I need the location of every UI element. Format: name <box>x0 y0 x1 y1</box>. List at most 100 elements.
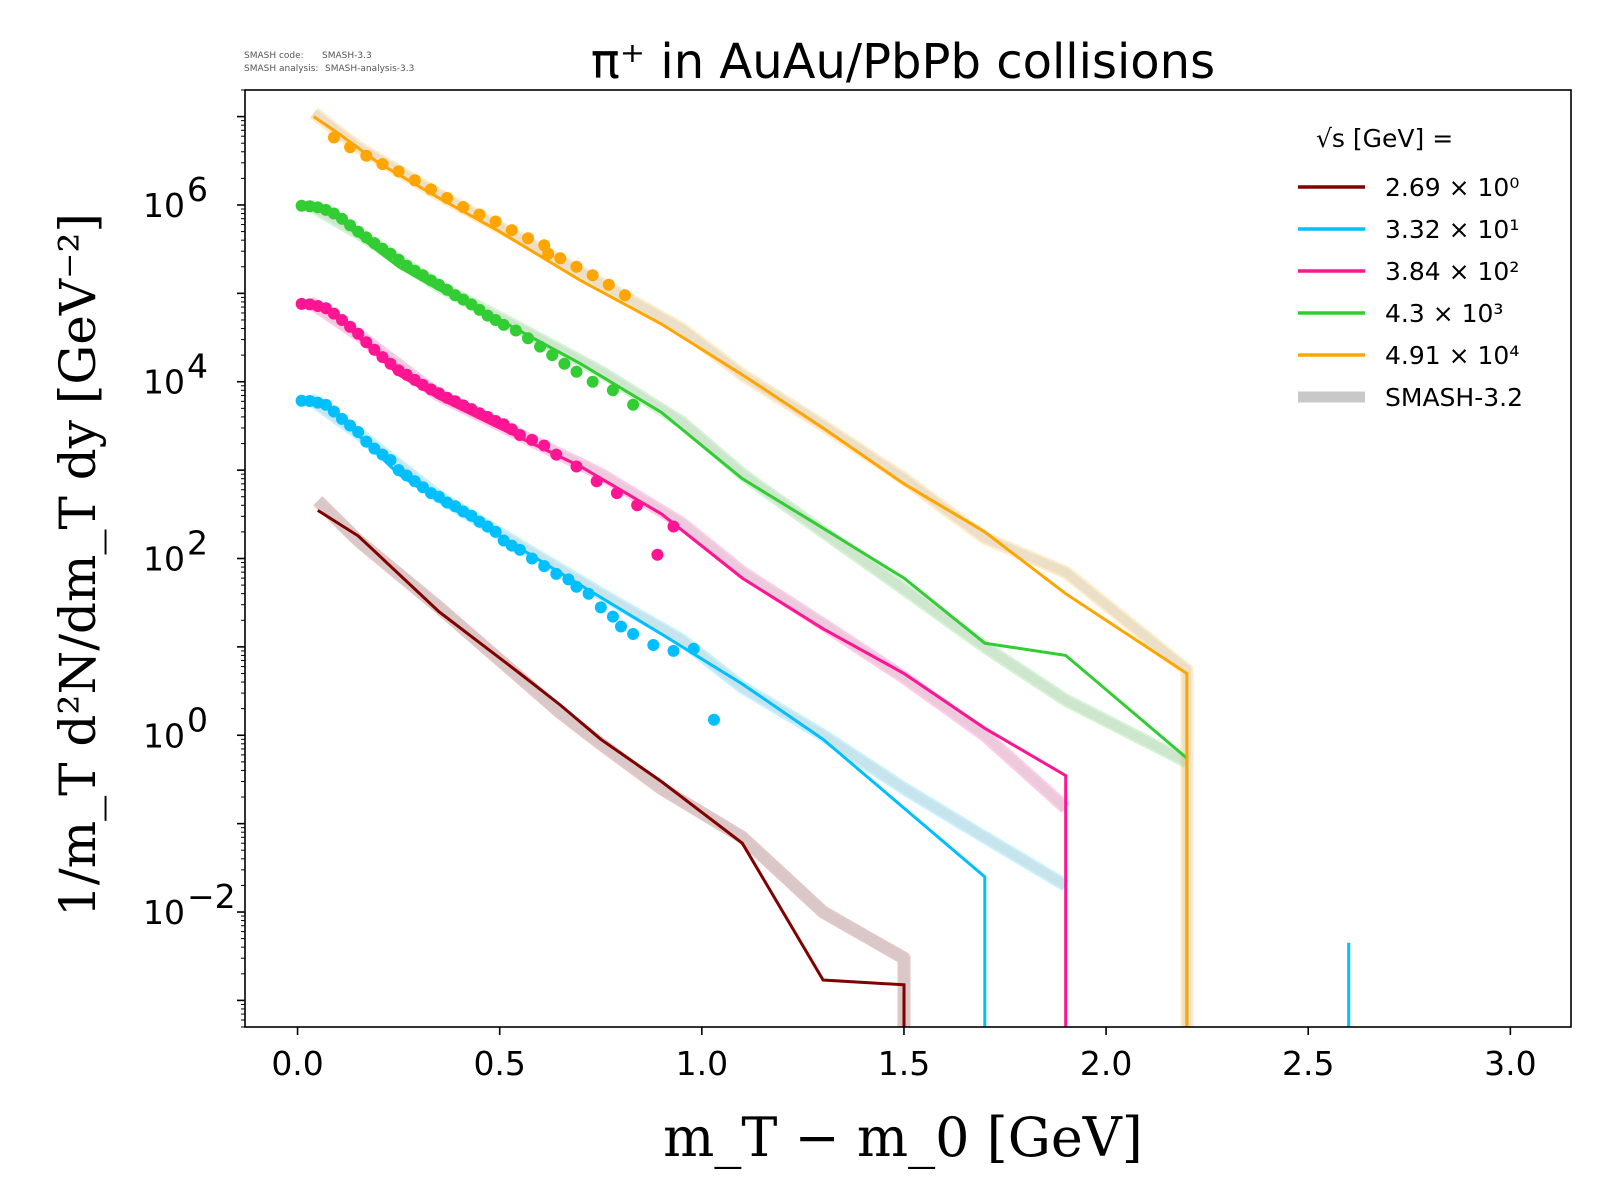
plot-area <box>244 89 1572 1028</box>
legend-label-1: 3.32 × 10¹ <box>1385 215 1519 244</box>
data-point-4-11 <box>505 224 518 237</box>
y-tick-exponent-4: 6 <box>187 170 208 209</box>
data-point-4-14 <box>542 247 555 260</box>
legend-label-2: 3.84 × 10² <box>1385 257 1519 286</box>
data-point-1-7 <box>352 426 365 438</box>
data-point-1-5 <box>336 412 348 425</box>
data-point-2-31 <box>570 460 583 473</box>
data-point-2-10 <box>376 351 389 364</box>
data-point-4-2 <box>360 149 373 162</box>
data-point-1-27 <box>513 543 526 556</box>
data-point-4-15 <box>554 252 567 265</box>
y-tick-label-4: 10 <box>143 186 185 225</box>
y-tick-exponent-1: 0 <box>187 700 208 739</box>
data-point-4-6 <box>425 183 437 196</box>
data-point-3-34 <box>627 398 640 411</box>
x-axis-label: m_T − m_0 [GeV] <box>663 1106 1143 1169</box>
plot-frame <box>244 89 1572 1028</box>
data-point-4-1 <box>344 141 357 154</box>
legend-title: √s [GeV] = <box>1316 124 1453 153</box>
data-point-3-26 <box>509 324 522 337</box>
legend: √s [GeV] = 2.69 × 10⁰ 3.32 × 10¹ 3.84 × 10²… <box>1298 124 1523 412</box>
data-point-1-41 <box>708 713 720 726</box>
data-point-2-9 <box>368 343 381 356</box>
data-point-1-40 <box>687 642 700 655</box>
data-point-3-27 <box>522 332 534 345</box>
data-point-2-34 <box>631 499 644 512</box>
series-line-0 <box>316 509 906 1027</box>
y-tick-exponent-2: 2 <box>187 524 208 563</box>
x-tick-label-3: 1.5 <box>878 1044 930 1083</box>
reference-line-0 <box>314 497 909 1027</box>
reference-line-4 <box>310 109 1192 1027</box>
data-point-1-29 <box>538 560 551 573</box>
data-point-1-34 <box>594 601 607 614</box>
y-tick-label-3: 10 <box>143 363 185 402</box>
meta-code-label: SMASH code: <box>244 51 304 61</box>
data-point-2-36 <box>667 520 680 533</box>
x-tick-label-1: 0.5 <box>473 1044 525 1083</box>
data-point-1-38 <box>647 639 660 651</box>
data-point-4-17 <box>586 269 599 282</box>
data-point-3-28 <box>534 340 547 353</box>
data-point-2-5 <box>336 314 348 326</box>
data-point-4-5 <box>408 174 421 187</box>
data-point-2-35 <box>651 548 664 561</box>
y-tick-exponent-0: −2 <box>187 877 236 916</box>
data-point-2-30 <box>550 448 563 461</box>
data-point-3-33 <box>606 384 619 397</box>
data-point-1-24 <box>489 525 502 538</box>
x-axis: 0.0 0.5 1.0 1.5 2.0 2.5 3.0 <box>271 1027 1537 1083</box>
data-point-3-29 <box>546 349 559 362</box>
x-tick-label-2: 1.0 <box>676 1044 728 1083</box>
legend-label-reference: SMASH-3.2 <box>1385 383 1523 412</box>
data-point-4-12 <box>522 232 534 245</box>
x-tick-label-5: 2.5 <box>1282 1044 1334 1083</box>
meta-code-value: SMASH-3.3 <box>322 51 372 61</box>
data-point-3-25 <box>497 318 510 331</box>
data-point-2-32 <box>590 475 603 488</box>
data-point-1-37 <box>627 628 640 640</box>
data-point-1-39 <box>667 644 680 657</box>
data-point-1-3 <box>319 398 332 411</box>
y-axis-label: 1/m_T d²N/dm_T dy [GeV⁻²] <box>49 213 107 917</box>
data-point-2-27 <box>513 429 526 441</box>
data-point-4-16 <box>570 260 583 273</box>
data-point-4-0 <box>327 131 340 144</box>
data-point-1-28 <box>526 552 538 565</box>
data-point-4-19 <box>619 289 631 302</box>
data-point-1-32 <box>570 580 583 593</box>
data-point-4-3 <box>376 158 389 171</box>
legend-label-4: 4.91 × 10⁴ <box>1385 341 1519 370</box>
legend-label-3: 4.3 × 10³ <box>1385 299 1503 328</box>
data-point-2-29 <box>538 439 551 452</box>
chart-title: π⁺ in AuAu/PbPb collisions <box>591 34 1215 90</box>
data-point-4-8 <box>457 201 470 213</box>
data-point-1-11 <box>384 454 397 467</box>
data-point-2-33 <box>610 487 623 500</box>
y-tick-exponent-3: 4 <box>187 347 208 386</box>
reference-band-4 <box>309 107 1194 1027</box>
meta-analysis-value: SMASH-analysis-3.3 <box>325 64 414 74</box>
data-point-3-31 <box>570 365 583 378</box>
data-point-2-28 <box>526 433 538 446</box>
data-point-3-6 <box>344 219 357 232</box>
data-point-4-9 <box>473 208 486 221</box>
series-line-3 <box>309 205 1189 1027</box>
data-point-3-30 <box>558 357 571 370</box>
data-point-2-8 <box>360 336 373 349</box>
legend-label-0: 2.69 × 10⁰ <box>1385 173 1519 202</box>
plot-series-group <box>295 107 1351 1027</box>
data-point-1-31 <box>562 573 575 586</box>
data-point-2-4 <box>327 307 340 320</box>
y-tick-label-0: 10 <box>143 893 185 932</box>
y-tick-label-2: 10 <box>143 540 185 579</box>
data-point-4-18 <box>602 278 615 291</box>
data-point-2-11 <box>384 357 397 370</box>
y-tick-label-1: 10 <box>143 716 185 755</box>
data-point-4-4 <box>392 165 405 178</box>
data-point-1-6 <box>344 419 357 432</box>
reference-band-2 <box>306 296 1071 813</box>
